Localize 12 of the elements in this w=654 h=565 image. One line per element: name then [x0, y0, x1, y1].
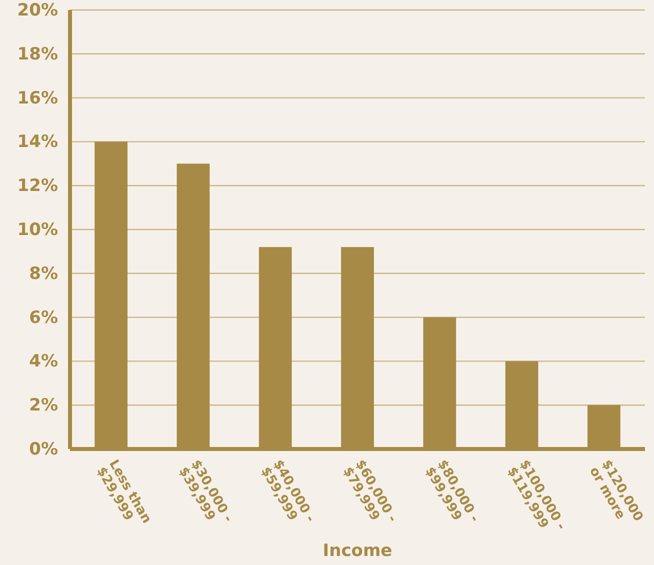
- y-tick-label: 16%: [17, 88, 58, 108]
- y-tick-label: 18%: [17, 44, 58, 64]
- y-tick-label: 4%: [29, 352, 58, 372]
- x-axis-title: Income: [322, 541, 392, 561]
- y-tick-label: 10%: [17, 220, 58, 240]
- y-tick-label: 6%: [29, 308, 58, 328]
- y-tick-label: 20%: [17, 0, 58, 20]
- y-tick-label: 0%: [29, 439, 58, 460]
- y-tick-label: 14%: [17, 132, 58, 152]
- y-tick-label: 8%: [29, 264, 58, 284]
- y-tick-label: 12%: [17, 176, 58, 196]
- y-tick-label: 2%: [29, 396, 58, 416]
